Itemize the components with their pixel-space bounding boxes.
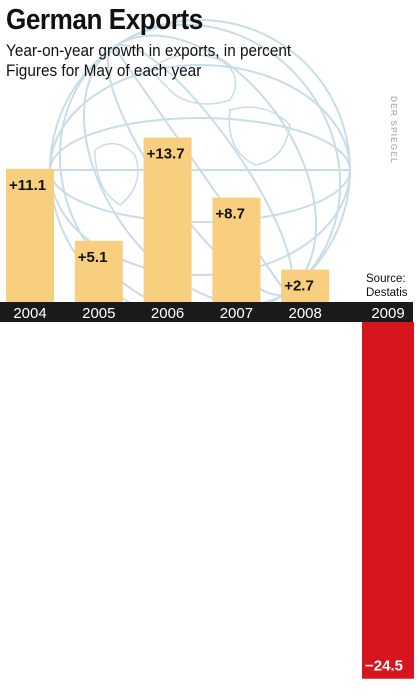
source-name: Destatis (366, 287, 408, 299)
bar-label-2008: +2.7 (284, 278, 314, 295)
chart-subtitle: Year-on-year growth in exports, in perce… (6, 42, 292, 60)
bar-2007 (212, 197, 261, 302)
chart-subtitle-2: Figures for May of each year (6, 62, 202, 80)
source-note: Source: Destatis (366, 272, 408, 300)
bar-label-2004: +11.1 (9, 177, 46, 194)
axis-band (0, 302, 413, 322)
bar-2004 (6, 168, 54, 302)
bar-label-2007: +8.7 (215, 206, 245, 223)
bar-2008 (281, 269, 330, 302)
chart-title: German Exports (6, 4, 203, 36)
x-tick-2009: 2009 (371, 305, 404, 322)
x-tick-2007: 2007 (220, 305, 253, 322)
bar-label-2006: +13.7 (147, 146, 185, 163)
x-tick-2004: 2004 (13, 305, 46, 322)
x-tick-2008: 2008 (289, 305, 322, 322)
bar-label-2009: −24.5 (365, 658, 403, 675)
publisher-watermark: DER SPIEGEL (389, 96, 399, 165)
x-tick-2006: 2006 (151, 305, 184, 322)
bar-2006 (143, 137, 192, 302)
x-tick-2005: 2005 (82, 305, 115, 322)
bar-label-2005: +5.1 (78, 249, 108, 266)
bar-2005 (74, 240, 123, 302)
bar-2009 (362, 322, 414, 679)
source-label: Source: (366, 273, 406, 285)
